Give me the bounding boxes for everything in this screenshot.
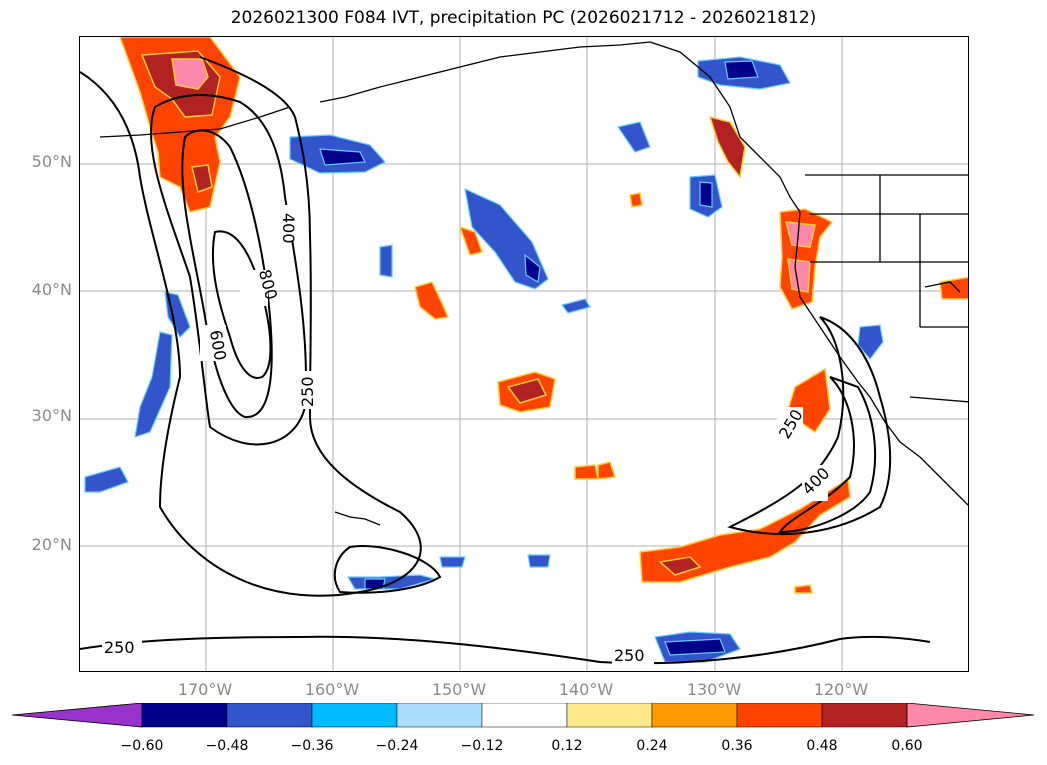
patch-neg-west-2 [164,291,191,338]
colorbar-bin-4 [396,703,483,728]
patch-coast-red [708,115,746,179]
colorbar-tick-9: 0.48 [806,738,838,754]
colorbar-tick-1: −0.60 [120,738,164,754]
contour-label-250-west: 250 [298,376,317,407]
colorbar-tick-4: −0.24 [375,738,419,754]
lon-label-120w: 120°W [813,680,869,699]
patch-small-c [574,464,599,480]
lon-label-160w: 160°W [304,680,360,699]
colorbar-extend-low [12,703,143,728]
patch-small-d [597,461,617,480]
colorbar-tick-3: −0.36 [290,738,334,754]
patch-neg-north-dark [319,148,366,166]
lat-label-30n: 30°N [31,406,72,425]
patch-neg-se-dark [664,638,726,656]
patch-neg-coast-dark [699,181,713,208]
lon-label-140w: 140°W [558,680,614,699]
contour-label-400: 400 [279,213,298,244]
patch-nw-red-2 [191,164,213,193]
border-mx-us [909,396,968,403]
colorbar-bin-7 [651,703,738,728]
coast-alaska [319,41,651,103]
map-panel: 400 800 600 250 250 400 250 250 [79,36,969,672]
patch-neg-s-2 [439,556,466,568]
lat-label-20n: 20°N [31,535,72,554]
colorbar-bin-8 [736,703,823,728]
contour-250-outer [80,56,422,597]
lat-label-40n: 40°N [31,280,72,299]
patch-hi-red [658,556,702,576]
patch-neg-ca [857,324,884,360]
contour-800 [211,230,272,379]
patch-small-b [458,225,483,256]
patch-neg-ne-dark [724,60,759,80]
contour-250-hi [727,316,892,536]
colorbar-bin-2 [226,703,313,728]
patch-central-red [506,378,548,404]
colorbar-tick-10: 0.60 [891,738,923,754]
contour-400 [150,94,307,446]
lon-label-170w: 170°W [177,680,233,699]
precip-positive-patches [119,37,968,594]
coastlines [99,41,968,526]
coast-hawaii-2 [924,281,961,293]
colorbar-tick-6: 0.12 [551,738,583,754]
patch-coast-pink-2 [787,258,811,293]
colorbar-bin-5 [481,703,568,728]
patch-small-g [939,276,968,300]
ivt-contours [80,56,931,665]
patch-neg-sw [84,466,129,493]
patch-neg-s-4 [560,298,591,314]
colorbar-tick-5: −0.12 [460,738,504,754]
colorbar-tick-7: 0.24 [636,738,668,754]
patch-small-f [629,192,643,208]
patch-small-h [794,584,813,594]
patch-neg-s-6 [379,244,393,278]
colorbar-bin-6 [566,703,653,728]
precip-negative-patches [84,56,884,663]
colorbar [12,703,1035,728]
contour-400-hi [778,376,877,534]
patch-neg-central-dark [524,253,541,283]
lon-label-150w: 150°W [431,680,487,699]
contour-label-250-south: 250 [614,646,645,665]
patch-neg-west [134,331,173,438]
patch-neg-s-3 [527,554,551,568]
patch-nw-pink [171,58,209,90]
contour-labels: 400 800 600 250 250 400 250 250 [102,205,833,665]
patch-small-a [414,281,450,320]
patch-hi-orange [639,477,851,583]
lat-label-50n: 50°N [31,152,72,171]
map-title: 2026021300 F084 IVT, precipitation PC (2… [230,8,817,28]
colorbar-tick-2: −0.48 [205,738,249,754]
colorbar-tick-8: 0.36 [721,738,753,754]
colorbar-bin-3 [311,703,398,728]
colorbar-extend-high [906,703,1035,728]
contour-hawaii-south [333,545,442,594]
coast-usa [794,211,968,506]
contour-label-250-sw: 250 [104,638,135,657]
lon-label-130w: 130°W [686,680,742,699]
coast-bc [649,41,801,213]
contour-600 [181,129,273,419]
colorbar-bin-1 [141,703,228,728]
contour-250-south [80,635,931,665]
patch-coast-pink [785,221,816,248]
patch-neg-s-5 [617,121,651,153]
colorbar-bin-9 [821,703,908,728]
coast-hawaii-1 [334,511,381,526]
map-canvas: 400 800 600 250 250 400 250 250 [80,37,968,671]
